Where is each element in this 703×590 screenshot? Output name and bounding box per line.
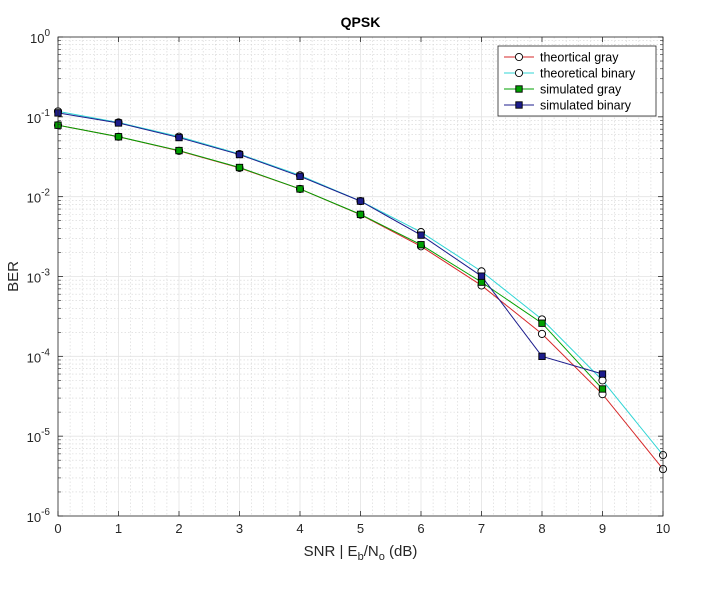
y-axis-label: BER [5, 261, 22, 292]
data-point-square [296, 172, 304, 180]
x-tick-label: 9 [599, 521, 606, 536]
data-point-square [515, 101, 523, 109]
data-point-square [477, 278, 486, 286]
y-tick-label-base: 10 [27, 350, 41, 365]
series-2 [57, 124, 603, 390]
data-point-square [598, 385, 607, 393]
y-tick-label: 100 [30, 28, 50, 46]
y-tick-label-base: 10 [27, 510, 41, 525]
y-tick-label: 10-1 [27, 108, 51, 126]
y-tick-label-base: 10 [27, 111, 41, 126]
data-point-square [235, 163, 244, 172]
y-tick-label: 10-6 [27, 507, 51, 525]
data-point-square [417, 241, 425, 249]
legend-entry: theoretical binary [504, 67, 636, 81]
chart-title: QPSK [341, 14, 381, 30]
data-point-square [114, 133, 123, 141]
x-axis-label-sub-o: o [379, 551, 385, 563]
y-tick-label-base: 10 [27, 191, 41, 206]
legend-entry: simulated binary [504, 99, 632, 113]
x-tick-label: 7 [478, 521, 485, 536]
x-tick-label: 0 [54, 521, 61, 536]
y-tick-label: 10-3 [27, 268, 51, 286]
legend: theortical gray theoretical binary simulat… [497, 45, 657, 117]
x-tick-label: 5 [357, 521, 364, 536]
data-point-open-circle [514, 68, 524, 78]
series-line [57, 112, 603, 375]
y-tick-label-base: 10 [30, 31, 44, 46]
legend-entry: simulated gray [504, 83, 622, 97]
x-tick-label: 8 [538, 521, 545, 536]
data-point-square [114, 119, 123, 127]
data-point-square [356, 210, 365, 219]
data-point-square [538, 352, 546, 360]
legend-label: simulated binary [540, 99, 632, 113]
y-tick-label-exponent: -2 [41, 188, 50, 199]
y-tick-label-exponent: -1 [41, 108, 50, 119]
x-tick-label: 3 [236, 521, 243, 536]
y-tick-label-base: 10 [27, 430, 41, 445]
legend-label: simulated gray [540, 83, 622, 97]
x-tick-labels: 0 1 2 3 4 5 6 7 8 9 10 [54, 521, 670, 536]
x-axis-label-end: (dB) [385, 543, 418, 560]
data-point-square [175, 146, 183, 155]
data-point-square [235, 150, 244, 159]
y-tick-label: 10-4 [27, 347, 51, 365]
data-point-square [598, 370, 607, 378]
x-axis-label-sub-b: b [358, 551, 364, 563]
data-point-square [538, 319, 546, 327]
legend-label: theortical gray [540, 51, 619, 65]
y-tick-label-exponent: -6 [41, 507, 50, 518]
legend-box [497, 45, 657, 117]
data-point-square [175, 133, 183, 142]
y-tick-label-exponent: -3 [41, 268, 50, 279]
axis-ticks [57, 36, 664, 517]
y-tick-label-base: 10 [27, 271, 41, 286]
y-tick-label: 10-5 [27, 427, 51, 445]
data-point-square [477, 272, 486, 280]
y-tick-label-exponent: -4 [41, 347, 50, 358]
data-point-square [356, 197, 365, 205]
x-axis-label-mid: /N [364, 543, 379, 560]
legend-label: theoretical binary [540, 67, 636, 81]
x-axis-label-main: SNR | E [304, 543, 358, 560]
data-point-square [417, 231, 425, 239]
data-point-open-circle [514, 52, 524, 62]
x-tick-label: 10 [656, 521, 670, 536]
data-point-square [296, 185, 304, 193]
y-tick-label-exponent: 0 [44, 28, 50, 39]
x-axis-label: SNR | Eb/No (dB) [304, 543, 418, 563]
x-tick-label: 2 [175, 521, 182, 536]
x-tick-label: 4 [296, 521, 303, 536]
y-tick-label-exponent: -5 [41, 427, 50, 438]
data-point-square [515, 85, 523, 93]
series-line [57, 124, 603, 390]
series-layer [53, 107, 668, 474]
data-point-open-circle [598, 376, 607, 385]
series-3 [57, 112, 603, 375]
x-tick-label: 1 [115, 521, 122, 536]
legend-entry: theortical gray [504, 51, 619, 65]
y-tick-label: 10-2 [27, 188, 51, 206]
x-tick-label: 6 [417, 521, 424, 536]
data-point-open-circle [537, 329, 547, 338]
